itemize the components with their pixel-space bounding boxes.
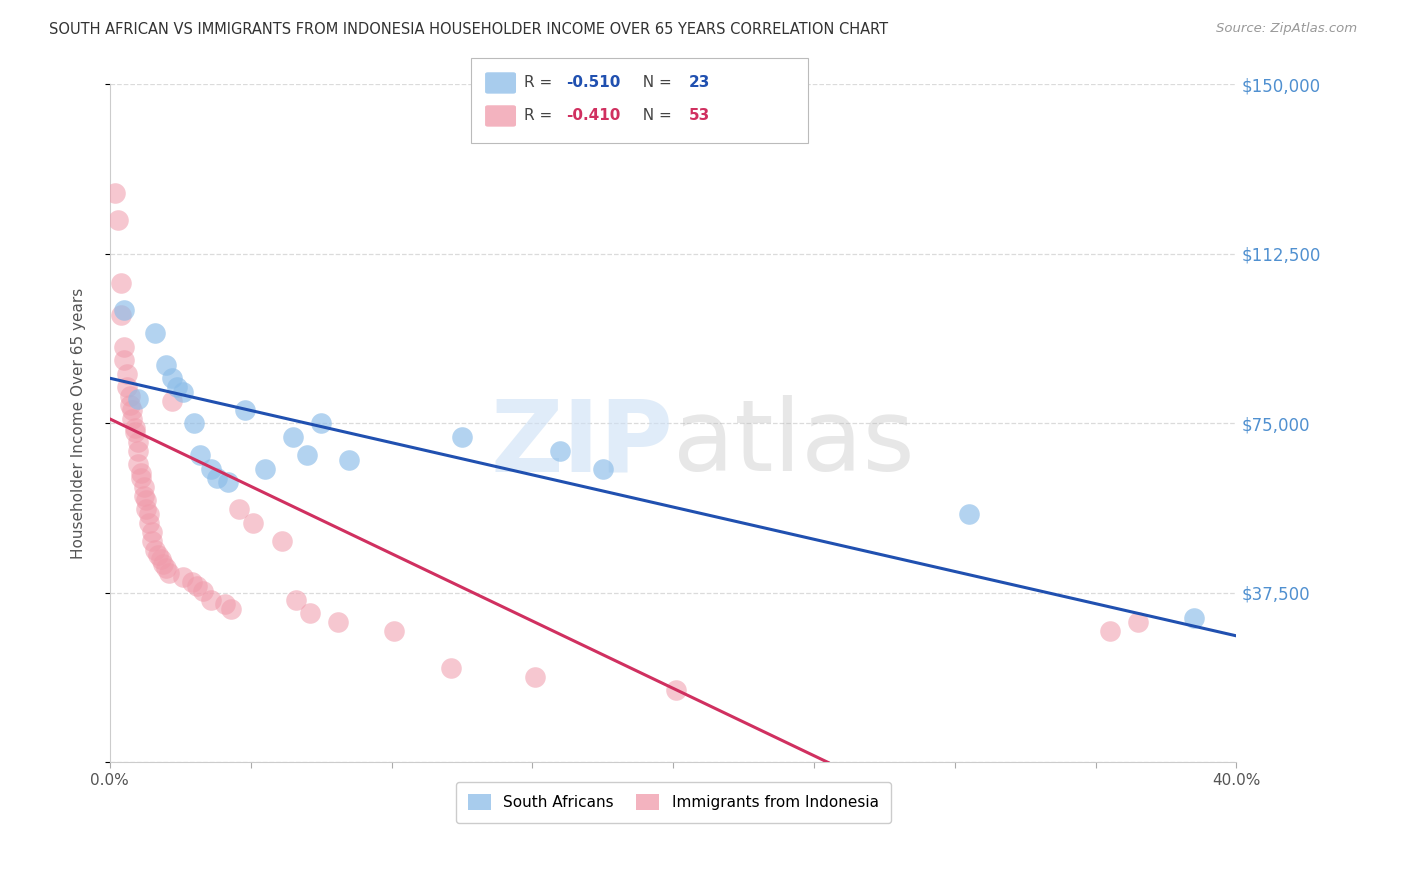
Y-axis label: Householder Income Over 65 years: Householder Income Over 65 years: [72, 288, 86, 559]
Text: N =: N =: [633, 109, 676, 123]
Point: [326, 615, 349, 630]
Point: [284, 592, 307, 607]
Point: [270, 533, 292, 548]
Text: ZIP: ZIP: [491, 395, 673, 492]
Point: [957, 507, 980, 521]
Point: [135, 493, 157, 508]
Point: [253, 461, 276, 475]
Point: [219, 601, 242, 615]
Point: [592, 461, 614, 475]
Point: [191, 583, 214, 598]
Point: [1182, 611, 1205, 625]
Point: [127, 434, 149, 449]
Point: [180, 574, 202, 589]
Point: [298, 607, 321, 621]
Text: R =: R =: [524, 76, 558, 90]
Point: [337, 452, 360, 467]
Legend: South Africans, Immigrants from Indonesia: South Africans, Immigrants from Indonesi…: [456, 782, 891, 822]
Point: [382, 624, 405, 639]
Point: [188, 448, 211, 462]
Text: -0.510: -0.510: [567, 76, 621, 90]
Point: [115, 367, 138, 381]
Point: [200, 592, 222, 607]
Point: [440, 660, 463, 674]
Point: [121, 412, 143, 426]
Text: R =: R =: [524, 109, 558, 123]
Text: SOUTH AFRICAN VS IMMIGRANTS FROM INDONESIA HOUSEHOLDER INCOME OVER 65 YEARS CORR: SOUTH AFRICAN VS IMMIGRANTS FROM INDONES…: [49, 22, 889, 37]
Point: [183, 417, 205, 431]
Point: [141, 533, 163, 548]
Text: atlas: atlas: [673, 395, 915, 492]
Point: [112, 353, 135, 368]
Point: [132, 480, 155, 494]
Point: [112, 340, 135, 354]
Point: [127, 443, 149, 458]
Point: [135, 502, 157, 516]
Point: [160, 371, 183, 385]
Point: [155, 561, 177, 575]
Point: [129, 471, 152, 485]
Point: [110, 277, 132, 291]
Point: [143, 543, 166, 558]
Point: [205, 471, 228, 485]
Point: [242, 516, 264, 530]
Point: [121, 403, 143, 417]
Point: [451, 430, 474, 444]
Text: -0.410: -0.410: [567, 109, 621, 123]
Point: [112, 303, 135, 318]
Point: [115, 380, 138, 394]
Point: [228, 502, 250, 516]
Point: [152, 557, 174, 571]
Point: [146, 548, 169, 562]
Point: [127, 457, 149, 471]
Point: [524, 669, 547, 683]
Point: [166, 380, 188, 394]
Text: Source: ZipAtlas.com: Source: ZipAtlas.com: [1216, 22, 1357, 36]
Point: [665, 683, 688, 698]
Point: [1126, 615, 1149, 630]
Point: [132, 489, 155, 503]
Text: N =: N =: [633, 76, 676, 90]
Point: [155, 358, 177, 372]
Point: [110, 308, 132, 322]
Point: [160, 393, 183, 408]
Point: [104, 186, 127, 200]
Point: [149, 552, 172, 566]
Point: [233, 403, 256, 417]
Point: [129, 466, 152, 480]
Point: [141, 524, 163, 539]
Point: [200, 461, 222, 475]
Point: [172, 384, 194, 399]
Point: [124, 421, 146, 435]
Text: 23: 23: [689, 76, 710, 90]
Point: [550, 443, 572, 458]
Point: [118, 398, 141, 412]
Point: [214, 597, 236, 611]
Point: [1098, 624, 1121, 639]
Point: [217, 475, 239, 490]
Point: [127, 392, 149, 406]
Point: [138, 507, 160, 521]
Point: [107, 213, 129, 227]
Point: [124, 425, 146, 440]
Point: [172, 570, 194, 584]
Point: [186, 579, 208, 593]
Point: [281, 430, 304, 444]
Text: 53: 53: [689, 109, 710, 123]
Point: [143, 326, 166, 340]
Point: [118, 389, 141, 403]
Point: [295, 448, 318, 462]
Point: [138, 516, 160, 530]
Point: [157, 566, 180, 580]
Point: [309, 417, 332, 431]
